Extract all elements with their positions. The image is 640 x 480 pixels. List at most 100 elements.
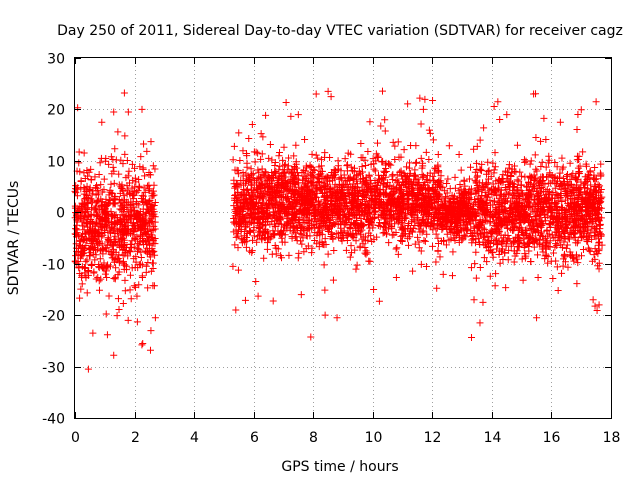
data-point [355,167,363,175]
data-point [403,163,411,171]
data-point [288,234,296,242]
data-point [140,241,148,248]
x-tick-label: 0 [71,430,80,446]
data-point [436,179,444,187]
data-point [512,204,520,212]
data-point [361,156,369,164]
data-point [150,282,158,290]
data-point [527,174,535,182]
data-point [476,165,484,173]
data-point [234,170,242,178]
data-point [271,201,279,209]
data-point [338,192,346,200]
data-point [376,185,384,193]
data-point [463,212,471,220]
data-point [477,229,485,237]
data-point [565,181,573,189]
data-point [320,183,328,191]
data-point [401,230,409,238]
data-point [409,267,417,275]
data-point [333,314,341,322]
data-point [251,203,259,211]
data-point [573,280,581,288]
y-tick-label: 20 [47,103,65,119]
data-point [460,197,468,205]
data-point [73,192,81,200]
data-point [435,168,443,176]
data-point [308,244,316,252]
data-point [504,236,512,244]
data-point [344,161,352,169]
data-point [381,127,389,135]
data-point [526,160,534,168]
data-point [514,233,522,241]
data-point [542,234,550,242]
data-point [146,253,154,261]
data-point [421,95,429,103]
data-point [242,243,250,251]
data-point [579,246,587,254]
data-point [510,167,518,175]
data-point [268,169,276,177]
data-point [425,126,433,134]
data-point [305,186,313,194]
data-point [474,172,482,180]
data-point [515,223,523,231]
data-point [448,217,456,225]
data-point [82,229,90,237]
data-point [245,134,253,142]
data-point [358,235,366,243]
data-point [560,179,568,187]
data-point [149,259,157,267]
data-point [484,232,492,240]
data-point [145,181,153,189]
data-point [481,188,489,196]
data-point [97,275,105,283]
data-point [417,120,425,128]
data-point [566,176,574,184]
data-point [71,187,79,195]
data-point [558,197,566,205]
data-point [485,243,493,251]
data-point [272,168,280,176]
data-point [271,193,279,201]
data-point [320,241,328,249]
data-point [111,232,119,240]
data-point [589,296,597,304]
data-point [513,247,521,255]
data-point [315,243,323,251]
data-point [410,189,418,197]
data-point [538,221,546,229]
data-point [97,154,105,162]
data-point [229,262,237,270]
data-point [436,182,444,190]
data-point [236,157,244,165]
data-point [458,207,466,215]
data-point [393,178,401,186]
data-point [139,340,147,348]
data-point [138,234,146,242]
data-point [478,183,486,191]
data-point [521,173,529,181]
data-point [424,200,432,208]
data-point [402,183,410,191]
data-point [75,159,83,167]
data-point [279,170,287,178]
data-point [351,220,359,228]
data-point [545,195,553,203]
data-point [524,196,532,204]
data-point [99,210,107,218]
data-point [110,351,118,359]
data-point [350,175,358,183]
data-point [525,213,533,221]
data-point [542,163,550,171]
data-point [258,231,266,239]
data-point [123,157,131,165]
data-point [240,190,248,198]
data-point [558,205,566,213]
data-point [591,176,599,184]
data-point [578,252,586,260]
data-point [310,220,318,228]
data-point [356,211,364,219]
data-point [523,192,531,200]
